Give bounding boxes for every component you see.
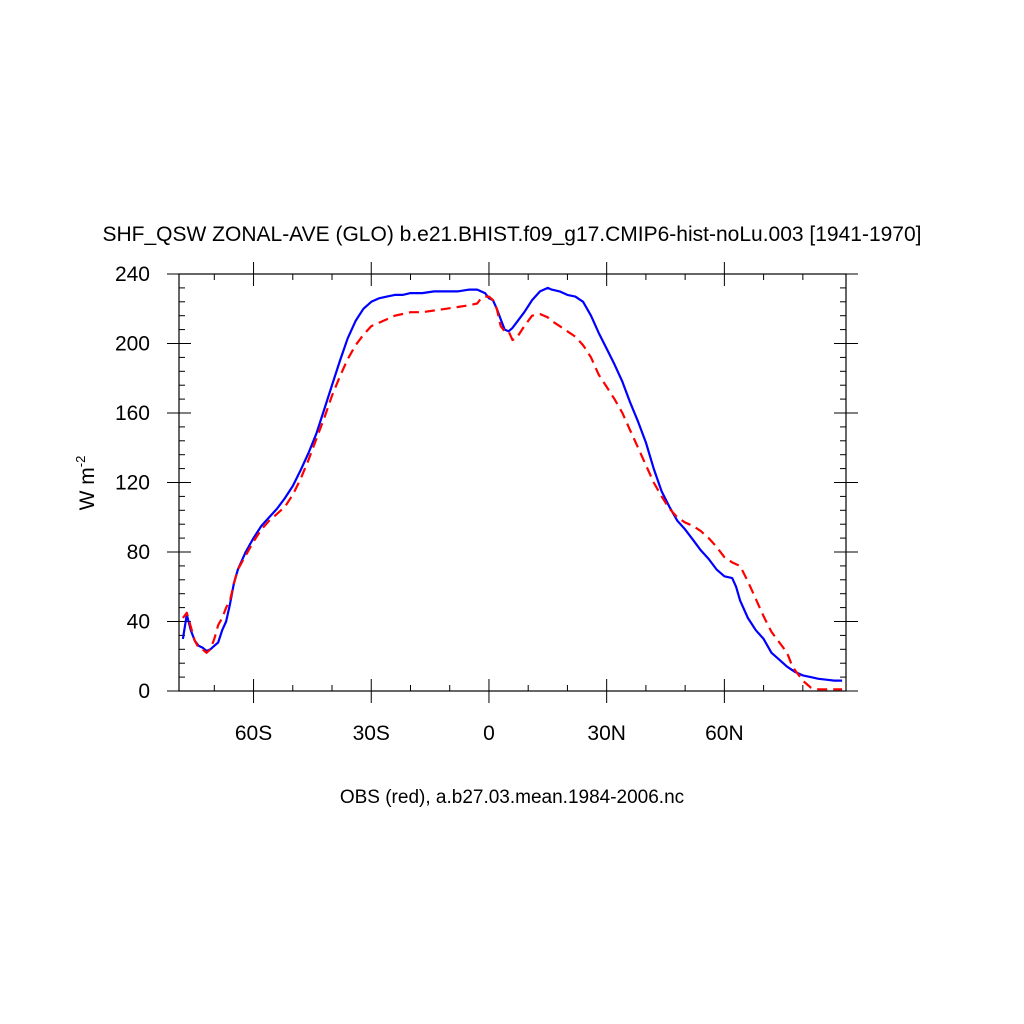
y-tick-label: 200	[115, 333, 150, 356]
plot-frame	[178, 273, 847, 692]
y-tick-labels: 0 40 80 120 160 200 240	[115, 263, 150, 703]
x-axis-label: OBS (red), a.b27.03.mean.1984-2006.nc	[340, 787, 684, 808]
y-tick-label: 240	[115, 263, 150, 286]
x-tick-label: 0	[483, 722, 495, 745]
y-tick-label: 120	[115, 472, 150, 495]
model-series-line	[181, 286, 843, 682]
x-tick-label: 60N	[705, 722, 744, 745]
x-tick-label: 30S	[353, 722, 390, 745]
y-tick-label: 80	[127, 541, 150, 564]
y-axis-label-exponent: -2	[73, 456, 88, 468]
y-tick-label: 160	[115, 402, 150, 425]
y-axis-label-main: W m	[76, 467, 99, 510]
y-tick-label: 40	[127, 611, 150, 634]
series-lines	[181, 286, 843, 691]
x-tick-labels: 60S 30S 0 30N 60N	[235, 722, 744, 745]
x-tick-label: 60S	[235, 722, 272, 745]
y-axis-label: W m-2	[73, 456, 99, 511]
chart-title: SHF_QSW ZONAL-AVE (GLO) b.e21.BHIST.f09_…	[103, 223, 922, 246]
x-tick-label: 30N	[587, 722, 626, 745]
obs-series-line	[182, 295, 843, 691]
y-tick-label: 0	[138, 680, 150, 703]
